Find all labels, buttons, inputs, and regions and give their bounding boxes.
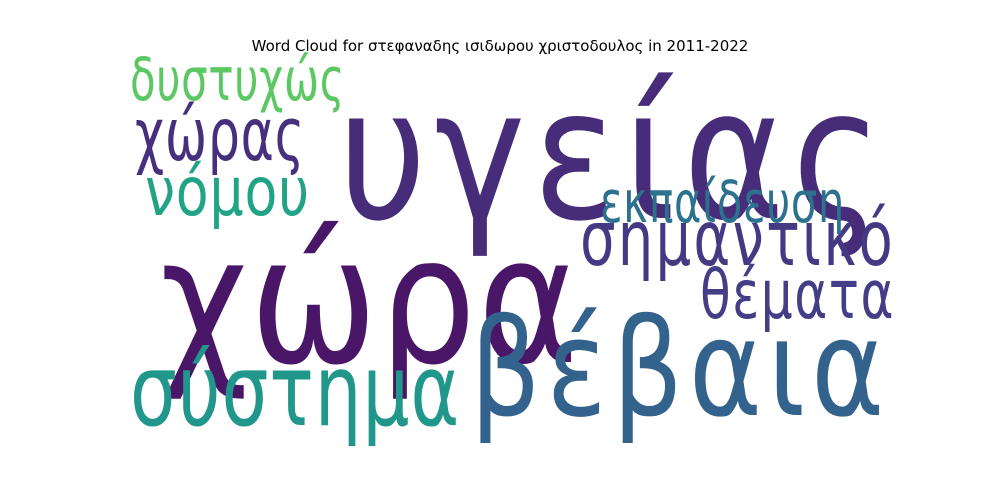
word-3: βέβαια: [470, 290, 890, 447]
chart-title: Word Cloud for στεφαναδης ισιδωρου χριστ…: [251, 37, 749, 55]
word-8: νόμου: [145, 153, 310, 231]
word-9: δυστυχώς: [130, 45, 345, 115]
word-4: σύστημα: [130, 332, 460, 449]
word-10: εκπαίδευση: [600, 168, 845, 236]
word-5: σημαντικό: [580, 195, 895, 284]
word-7: θέματα: [700, 256, 895, 334]
word-6: χώρας: [135, 93, 305, 178]
word-2: χώρα: [160, 198, 580, 404]
word-1: υγείας: [338, 49, 890, 261]
